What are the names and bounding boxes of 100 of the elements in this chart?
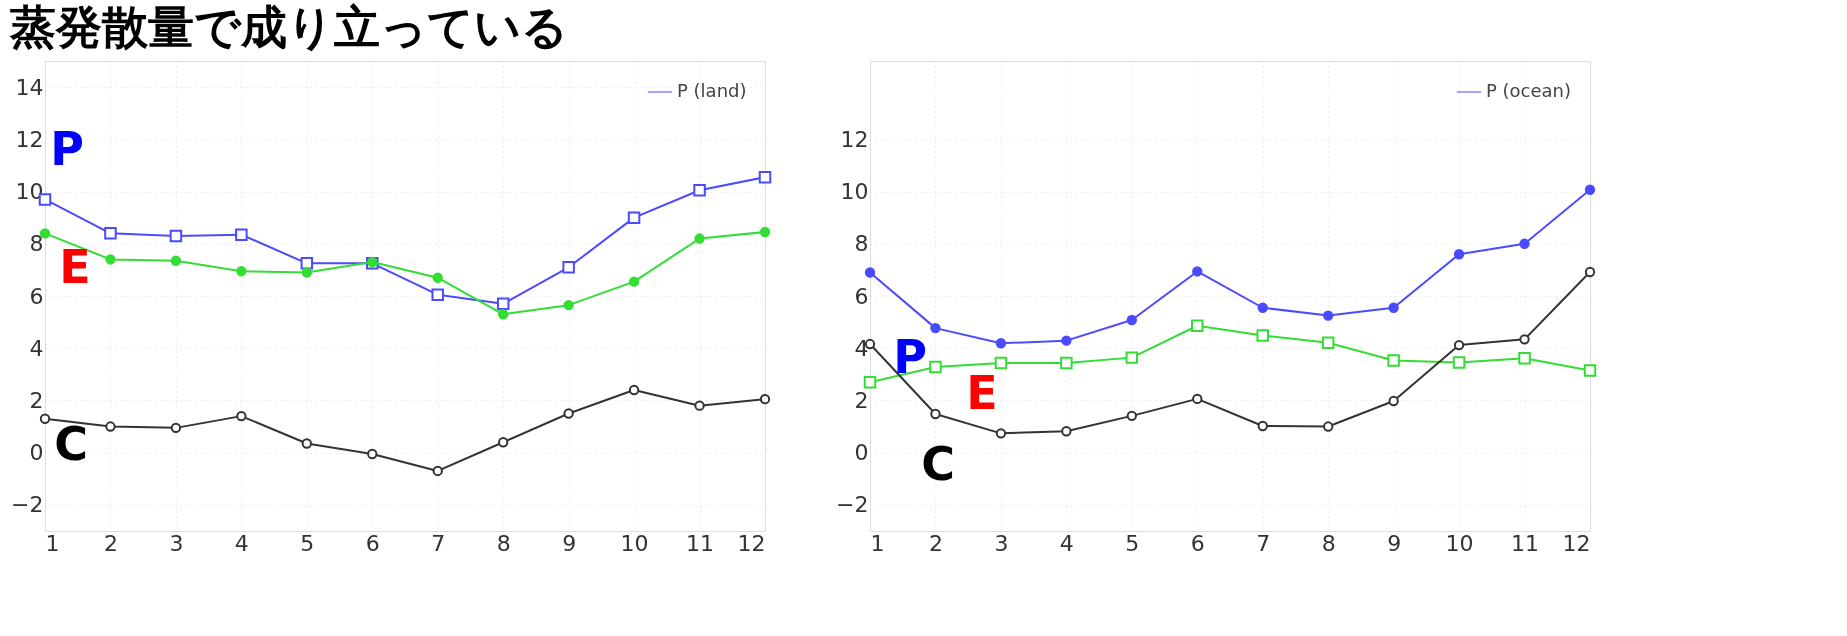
point xyxy=(995,428,1007,439)
legend-label: P (ocean) xyxy=(1486,80,1572,101)
point xyxy=(1453,249,1465,260)
x-tick-label: 8 xyxy=(1321,530,1336,556)
y-tick-label: 6 xyxy=(29,283,44,309)
x-tick-label: 2 xyxy=(928,530,943,556)
x-tick-label: 11 xyxy=(1511,530,1540,556)
point xyxy=(498,437,509,448)
x-tick-label: 12 xyxy=(737,530,766,556)
y-tick-label: −2 xyxy=(836,492,869,518)
x-tick-label: 4 xyxy=(1059,530,1074,556)
point xyxy=(1388,395,1399,407)
point xyxy=(300,257,314,270)
point xyxy=(1387,354,1400,367)
y-tick-label: 10 xyxy=(840,179,869,205)
y-tick-label: −2 xyxy=(11,492,44,518)
point xyxy=(367,448,378,460)
point xyxy=(693,184,706,197)
point xyxy=(1518,351,1531,365)
point xyxy=(994,356,1008,370)
point xyxy=(1584,266,1596,278)
x-tick-label: 5 xyxy=(300,530,315,556)
y-tick-label: 2 xyxy=(29,387,44,413)
annotation: E xyxy=(59,240,91,294)
point xyxy=(105,421,116,432)
point xyxy=(1060,356,1073,370)
point xyxy=(1323,310,1334,321)
x-tick-label: 6 xyxy=(365,530,380,556)
point xyxy=(1321,336,1335,349)
annotation: C xyxy=(54,417,88,471)
point xyxy=(758,170,772,184)
x-tick-label: 9 xyxy=(1387,530,1402,556)
point xyxy=(1388,302,1399,313)
point xyxy=(1125,351,1139,364)
point xyxy=(1453,339,1465,351)
point xyxy=(1323,421,1334,432)
x-tick-label: 4 xyxy=(234,530,249,556)
point xyxy=(930,322,941,334)
x-tick-label: 11 xyxy=(686,530,715,556)
chart-title: 蒸発散量で成り立っている xyxy=(9,0,569,54)
point xyxy=(498,309,509,320)
point xyxy=(628,384,640,396)
point xyxy=(759,393,771,405)
point xyxy=(1257,420,1268,432)
point xyxy=(995,338,1007,349)
y-tick-label: 0 xyxy=(854,440,869,466)
point xyxy=(236,410,247,422)
point xyxy=(1192,266,1203,277)
x-tick-label: 5 xyxy=(1125,530,1140,556)
annotation: E xyxy=(966,366,998,420)
y-tick-label: 4 xyxy=(29,335,44,361)
y-tick-label: 8 xyxy=(854,231,869,257)
x-tick-label: 3 xyxy=(994,530,1009,556)
point xyxy=(496,297,510,311)
point xyxy=(170,255,182,266)
y-tick-label: 8 xyxy=(29,231,44,257)
y-tick-label: 6 xyxy=(854,283,869,309)
y-tick-label: 0 xyxy=(29,440,44,466)
point xyxy=(1583,364,1597,377)
y-tick-label: 14 xyxy=(15,74,44,100)
x-tick-label: 1 xyxy=(870,530,885,556)
x-tick-label: 9 xyxy=(562,530,577,556)
y-tick-label: 4 xyxy=(854,335,869,361)
x-tick-label: 1 xyxy=(45,530,60,556)
point xyxy=(562,261,575,274)
y-tick-label: 2 xyxy=(854,387,869,413)
x-tick-label: 12 xyxy=(1562,530,1591,556)
point xyxy=(759,226,771,238)
x-tick-label: 2 xyxy=(103,530,118,556)
point xyxy=(1061,426,1072,437)
point xyxy=(1584,184,1596,195)
point xyxy=(1257,302,1268,313)
point xyxy=(929,360,942,374)
point xyxy=(694,233,705,244)
point xyxy=(39,413,51,424)
point xyxy=(301,438,312,449)
point xyxy=(864,267,876,278)
point xyxy=(563,408,574,419)
point xyxy=(236,266,247,277)
point xyxy=(930,408,941,420)
y-tick-label: 12 xyxy=(840,126,869,152)
point xyxy=(628,276,640,287)
x-tick-label: 7 xyxy=(431,530,446,556)
x-tick-label: 10 xyxy=(620,530,649,556)
point xyxy=(104,227,117,240)
point xyxy=(863,375,877,389)
point xyxy=(1191,319,1204,333)
point xyxy=(105,254,116,265)
point xyxy=(432,465,443,477)
annotation: P xyxy=(50,122,84,176)
annotation: C xyxy=(921,437,955,491)
point xyxy=(1126,314,1137,326)
x-tick-label: 8 xyxy=(496,530,511,556)
point xyxy=(431,288,444,301)
point xyxy=(1519,334,1530,345)
point xyxy=(235,228,248,241)
x-tick-label: 3 xyxy=(169,530,184,556)
x-tick-label: 10 xyxy=(1445,530,1474,556)
point xyxy=(627,211,641,224)
x-tick-label: 7 xyxy=(1256,530,1271,556)
